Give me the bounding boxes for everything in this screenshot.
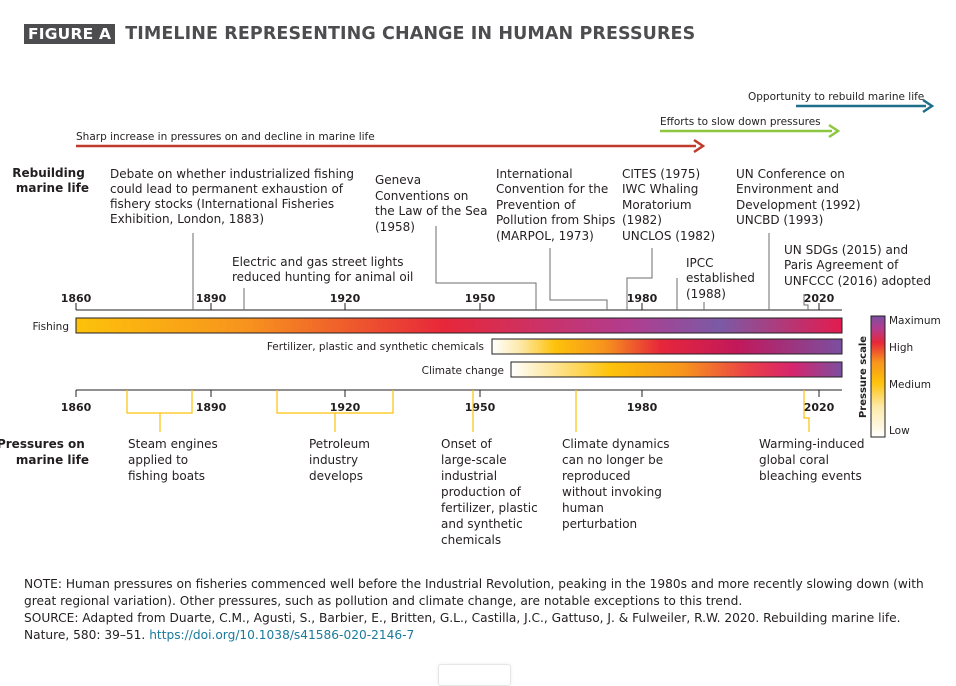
- event-steam-engines: Steam engines applied to fishing boats: [128, 437, 222, 483]
- pressure-scale-legend: Pressure scale Maximum High Medium Low: [858, 315, 941, 438]
- figure-note: NOTE: Human pressures on fisheries comme…: [24, 576, 929, 644]
- timeline-diagram: Sharp increase in pressures on and decli…: [0, 91, 941, 547]
- figure-title: TIMELINE REPRESENTING CHANGE IN HUMAN PR…: [125, 24, 696, 44]
- arrow-opportunity-label: Opportunity to rebuild marine life: [748, 91, 924, 103]
- bottom-tick-1890: 1890: [196, 401, 227, 414]
- bottom-events: Steam engines applied to fishing boats P…: [128, 437, 868, 547]
- top-tick-1950: 1950: [465, 292, 496, 305]
- event-debate: Debate on whether industrialized fishing…: [110, 167, 358, 226]
- event-petroleum: Petroleum industry develops: [309, 437, 374, 483]
- scale-maximum: Maximum: [889, 315, 941, 327]
- scale-low: Low: [889, 425, 910, 437]
- top-axis: 1860 1890 1920 1950 1980 2020: [61, 292, 842, 311]
- top-events: Debate on whether industrialized fishing…: [110, 167, 931, 301]
- event-coral-bleaching: Warming-induced global coral bleaching e…: [759, 437, 868, 483]
- event-cites: CITES (1975) IWC Whaling Moratorium (198…: [622, 167, 715, 243]
- note-text: NOTE: Human pressures on fisheries comme…: [24, 577, 924, 608]
- figure-header: FIGURE A TIMELINE REPRESENTING CHANGE IN…: [24, 24, 695, 44]
- bottom-tick-1980: 1980: [627, 401, 658, 414]
- figure-label: FIGURE A: [24, 24, 116, 44]
- arrow-efforts: Efforts to slow down pressures: [660, 116, 841, 139]
- event-geneva: Geneva Conventions on the Law of the Sea…: [375, 173, 491, 234]
- bar-fertilizer: [491, 338, 843, 355]
- event-unced: UN Conference on Environment and Develop…: [736, 167, 864, 227]
- bottom-connectors: [126, 390, 810, 432]
- bottom-tick-1860: 1860: [61, 401, 92, 414]
- event-climate-dynamics: Climate dynamics can no longer be reprod…: [562, 437, 673, 531]
- event-sdgs: UN SDGs (2015) and Paris Agreement of UN…: [784, 243, 931, 288]
- source-text: SOURCE: Adapted from Duarte, C.M., Agust…: [24, 610, 929, 644]
- bar-climate-change: [510, 361, 843, 378]
- row-label-pressures: Pressures on marine life: [0, 437, 89, 467]
- scale-medium: Medium: [889, 379, 931, 391]
- top-tick-2020: 2020: [804, 292, 835, 305]
- pressure-scale-title: Pressure scale: [858, 336, 869, 418]
- top-tick-1860: 1860: [61, 292, 92, 305]
- arrow-sharp-increase: Sharp increase in pressures on and decli…: [76, 131, 706, 154]
- event-street-lights: Electric and gas street lights reduced h…: [232, 255, 413, 284]
- event-ipcc: IPCC established (1988): [686, 256, 759, 301]
- arrow-sharp-increase-label: Sharp increase in pressures on and decli…: [76, 131, 375, 143]
- bar-label-fertilizer: Fertilizer, plastic and synthetic chemic…: [267, 341, 484, 353]
- event-marpol: International Convention for the Prevent…: [496, 167, 619, 243]
- arrow-opportunity: Opportunity to rebuild marine life: [748, 91, 935, 114]
- bottom-tick-1950: 1950: [465, 401, 496, 414]
- bar-label-climate: Climate change: [422, 365, 504, 377]
- bar-label-fishing: Fishing: [32, 321, 69, 333]
- bottom-axis: 1860 1890 1920 1950 1980 2020: [61, 389, 842, 414]
- top-tick-1920: 1920: [330, 292, 361, 305]
- top-tick-1890: 1890: [196, 292, 227, 305]
- doi-link[interactable]: https://doi.org/10.1038/s41586-020-2146-…: [149, 628, 415, 642]
- arrow-efforts-label: Efforts to slow down pressures: [660, 116, 821, 128]
- source-citation: SOURCE: Adapted from Duarte, C.M., Agust…: [24, 611, 901, 642]
- pressure-scale-bar: [870, 315, 886, 438]
- scale-high: High: [889, 342, 913, 354]
- page-number-box: [438, 664, 511, 686]
- pressure-bars: Fishing Fertilizer, plastic and syntheti…: [32, 317, 843, 378]
- bottom-tick-2020: 2020: [804, 401, 835, 414]
- top-tick-1980: 1980: [627, 292, 658, 305]
- event-onset-industrial: Onset of large-scale industrial producti…: [441, 437, 542, 547]
- bar-fishing: [75, 317, 843, 334]
- row-label-rebuilding: Rebuilding marine life: [12, 166, 89, 195]
- bottom-tick-1920: 1920: [330, 401, 361, 414]
- top-connectors: [192, 226, 809, 310]
